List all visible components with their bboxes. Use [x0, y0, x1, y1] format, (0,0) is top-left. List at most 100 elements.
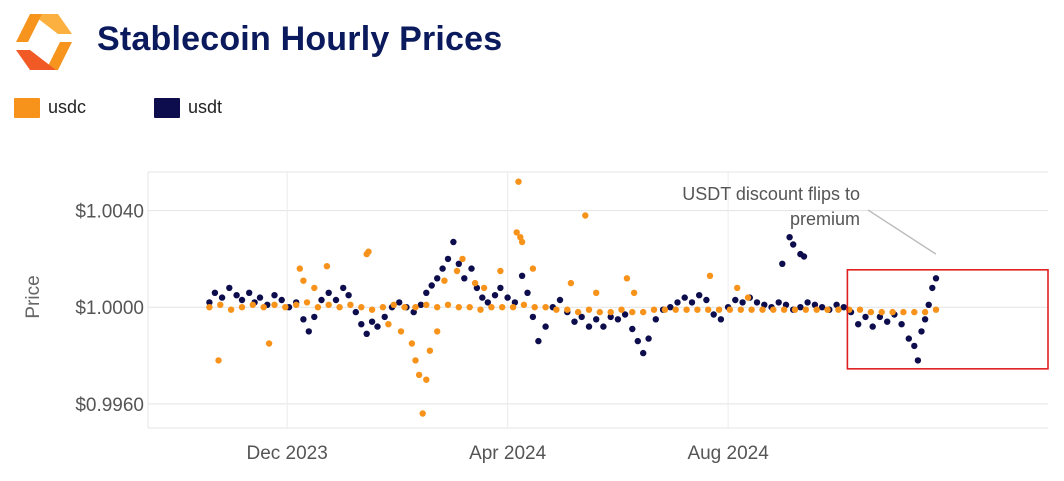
logo-shape-top — [32, 14, 72, 34]
usdc-point — [640, 308, 647, 316]
usdt-point — [461, 275, 468, 282]
series-usdc — [206, 178, 940, 417]
usdc-point — [426, 347, 434, 354]
usdt-point — [300, 316, 307, 323]
annotation-leader-line — [867, 209, 937, 255]
usdt-point — [325, 289, 332, 296]
usdc-point — [531, 304, 538, 311]
usdt-point — [779, 260, 786, 267]
usdt-point — [790, 241, 797, 248]
usdc-point — [293, 301, 300, 308]
usdt-point — [804, 299, 811, 306]
usdc-point — [480, 284, 488, 292]
usdt-point — [428, 282, 435, 289]
usdc-point — [585, 306, 593, 313]
usdt-point — [833, 301, 840, 308]
usdt-point — [332, 296, 340, 304]
usdc-point — [824, 306, 831, 313]
legend-label-usdt: usdt — [188, 97, 223, 117]
usdc-point — [358, 304, 365, 311]
page-title: Stablecoin Hourly Prices — [97, 20, 503, 58]
usdt-point — [352, 308, 359, 316]
usdt-point — [524, 289, 531, 296]
usdt-point — [607, 313, 614, 321]
usdt-point — [271, 292, 278, 299]
usdc-point — [553, 306, 560, 313]
usdt-point — [929, 284, 936, 292]
usdt-point — [911, 342, 918, 350]
usdt-point — [233, 292, 240, 299]
usdc-point — [419, 410, 426, 417]
usdt-point — [226, 284, 233, 292]
usdc-point — [770, 306, 777, 313]
usdt-point — [256, 294, 264, 301]
usdc-point — [744, 294, 752, 301]
usdt-point — [717, 316, 725, 323]
usdt-point — [473, 284, 481, 292]
usdc-point — [567, 279, 575, 287]
y-tick-label: $1.0040 — [75, 202, 144, 223]
usdt-point — [218, 294, 226, 301]
usdc-point — [683, 306, 690, 313]
highlight-box — [846, 269, 1049, 370]
usdc-point — [607, 308, 614, 316]
usdc-point — [412, 304, 419, 311]
usdt-point — [862, 313, 869, 321]
usdt-point — [800, 253, 808, 260]
usdt-point — [869, 323, 876, 330]
usdt-point — [340, 284, 347, 292]
legend-item-usdt: usdt — [154, 97, 222, 118]
grid — [147, 171, 1048, 429]
usdc-point — [932, 306, 940, 313]
usdc-point — [303, 299, 311, 306]
usdt-point — [614, 316, 622, 323]
usdc-point — [282, 304, 289, 311]
legend-swatch-usdc — [14, 97, 40, 118]
usdc-point — [434, 328, 441, 335]
usdc-point — [455, 304, 462, 311]
usdt-point — [578, 313, 585, 321]
usdt-point — [504, 294, 511, 301]
usdc-point — [780, 306, 788, 313]
usdt-point — [305, 328, 312, 335]
usdc-point — [238, 304, 246, 311]
usdc-point — [889, 308, 896, 316]
usdc-point — [574, 308, 582, 316]
usdt-point — [667, 304, 674, 311]
usdt-point — [761, 301, 768, 308]
logo-shape-bottom — [16, 50, 56, 70]
usdc-point — [385, 321, 392, 328]
usdc-point — [325, 301, 332, 308]
usdc-point — [737, 306, 744, 313]
y-tick-label: $1.0000 — [75, 298, 144, 319]
series-usdt — [206, 234, 940, 364]
usdt-point — [556, 296, 564, 304]
legend-item-usdc: usdc — [14, 97, 86, 118]
logo — [16, 14, 72, 70]
usdc-point — [453, 267, 461, 275]
usdt-point — [840, 304, 847, 311]
usdc-point — [323, 263, 331, 270]
usdc-point — [271, 301, 278, 308]
usdc-point — [260, 304, 267, 311]
usdt-point — [600, 323, 607, 330]
usdt-point — [932, 275, 940, 282]
usdc-point — [217, 301, 224, 308]
logo-shape-left — [16, 14, 42, 42]
usdt-point — [444, 255, 452, 263]
usdc-point — [629, 308, 636, 316]
usdt-point — [753, 299, 761, 306]
usdc-point — [227, 306, 235, 313]
usdc-point — [705, 306, 712, 313]
usdt-point — [450, 238, 457, 246]
usdc-point — [650, 306, 658, 313]
usdt-point — [652, 316, 659, 323]
usdt-point — [710, 311, 717, 318]
usdt-point — [621, 311, 629, 318]
usdc-point — [835, 306, 842, 313]
usdt-point — [629, 325, 636, 333]
usdc-point — [706, 272, 714, 279]
usdt-point — [918, 328, 925, 335]
usdc-point — [856, 306, 864, 313]
usdt-point — [278, 296, 285, 304]
